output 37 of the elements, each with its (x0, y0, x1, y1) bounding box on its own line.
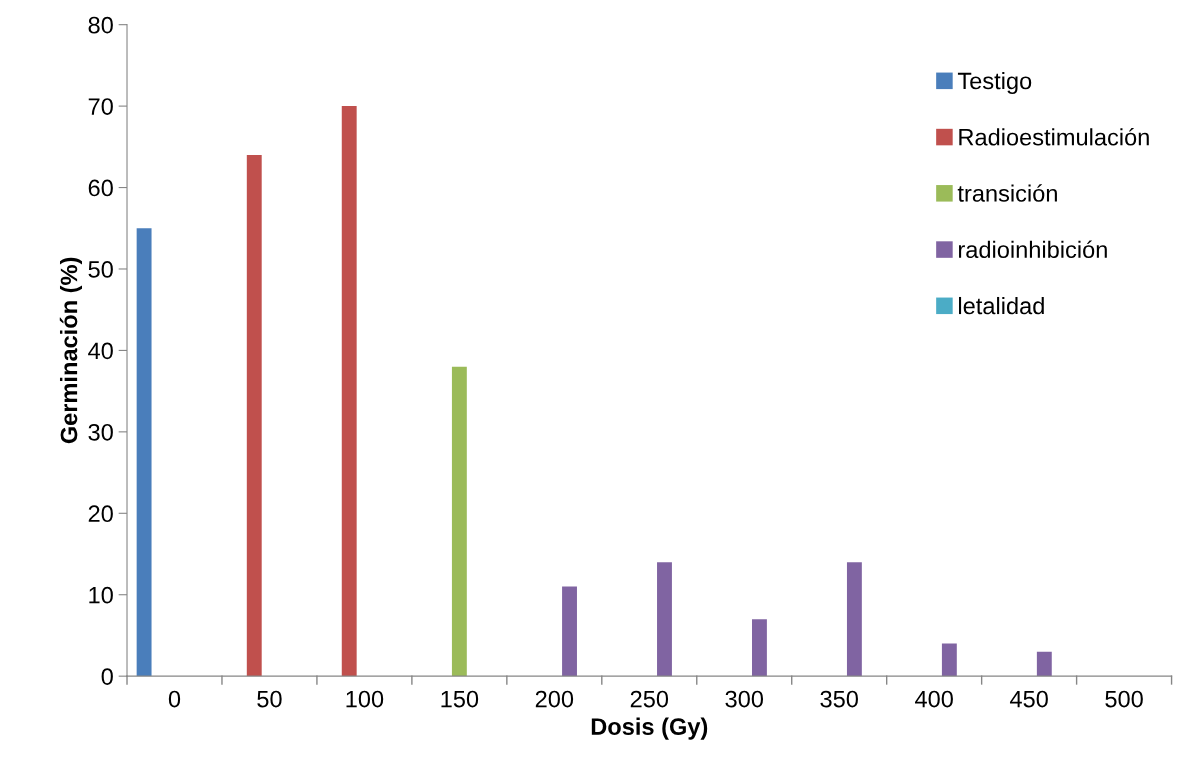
x-tick-label: 250 (630, 690, 669, 708)
y-axis-title: Germinación (%) (59, 257, 82, 444)
x-tick-label: 100 (346, 690, 384, 708)
legend-label: Testigo (957, 71, 1032, 94)
x-tick-label: 150 (441, 690, 479, 708)
legend-label: radioinhibición (958, 240, 1107, 259)
y-tick-label: 10 (89, 586, 113, 604)
bar (246, 154, 262, 677)
x-tick-label: 450 (1009, 690, 1048, 708)
x-tick-label: 50 (257, 690, 282, 708)
bar (941, 643, 957, 677)
y-tick-label: 20 (88, 505, 113, 523)
bar (136, 228, 152, 677)
bar (341, 106, 357, 677)
x-axis-title: Dosis (Gy) (591, 717, 708, 740)
bar (846, 562, 862, 677)
x-tick-label: 300 (725, 690, 764, 708)
legend-label: Radioestimulación (959, 127, 1149, 146)
y-tick-label: 30 (88, 423, 113, 441)
x-tick-label: 400 (915, 690, 953, 708)
y-tick-label: 80 (88, 16, 113, 34)
x-tick-label: 200 (535, 690, 574, 708)
bar (752, 619, 767, 677)
y-tick-label: 50 (88, 261, 113, 278)
bar (562, 586, 577, 677)
bar (451, 366, 467, 677)
x-tick-label: 0 (168, 690, 181, 708)
legend-label: letalidad (959, 296, 1044, 315)
y-tick-label: 70 (88, 98, 113, 115)
y-tick-label: 60 (88, 179, 113, 197)
x-tick-label: 500 (1105, 690, 1143, 708)
bar (657, 562, 672, 677)
x-tick-label: 350 (820, 690, 858, 708)
bar (1036, 651, 1052, 677)
y-tick-label: 40 (88, 342, 113, 360)
y-tick-label: 0 (101, 668, 113, 685)
legend-label: transición (957, 184, 1057, 202)
